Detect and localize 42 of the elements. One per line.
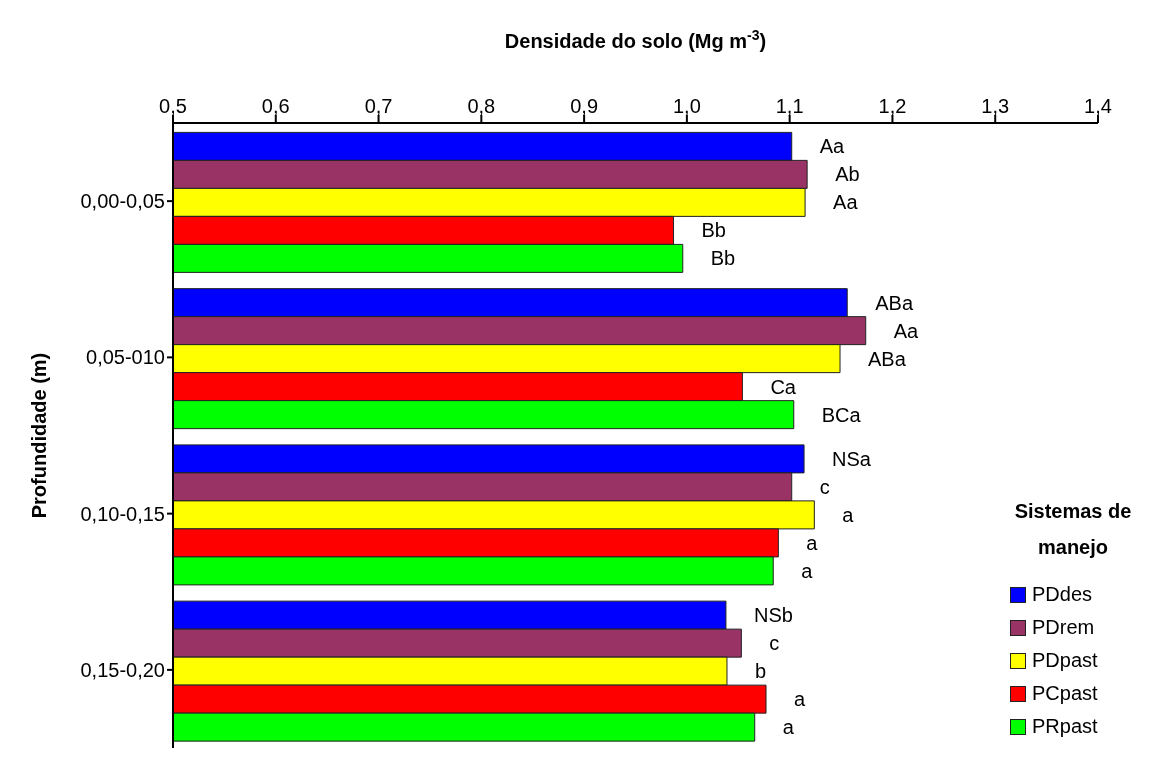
legend-label: PDpast xyxy=(1032,649,1098,672)
x-tick-label: 0,8 xyxy=(467,95,496,117)
data-label: c xyxy=(769,632,780,655)
data-label: NSb xyxy=(753,604,793,627)
data-label: Bb xyxy=(710,247,736,270)
legend-label: PDdes xyxy=(1032,583,1093,606)
legend-label: PRpast xyxy=(1032,715,1098,738)
data-label: ABa xyxy=(868,347,907,370)
x-tick-label: 1,3 xyxy=(981,95,1010,117)
x-tick-label: 0,9 xyxy=(570,95,599,117)
data-label: Ab xyxy=(835,163,860,186)
data-label: BCa xyxy=(821,403,862,426)
data-label: a xyxy=(806,531,819,554)
x-axis-title: Densidade do solo (Mg m$^{-3}$) xyxy=(504,27,767,52)
data-label: Aa xyxy=(893,319,920,342)
data-label: b xyxy=(754,660,767,683)
data-label: Ca xyxy=(770,375,797,398)
data-label: NSa xyxy=(832,447,872,470)
x-tick-label: 0,7 xyxy=(364,95,393,117)
y-tick-label: 0,15-0,20 xyxy=(80,658,165,681)
legend-label: PCpast xyxy=(1032,682,1098,705)
x-tick-label: 1,1 xyxy=(775,95,804,117)
data-label: Bb xyxy=(701,219,726,242)
legend-label: PDrem xyxy=(1032,616,1095,639)
data-label: a xyxy=(782,716,795,739)
data-label: Aa xyxy=(833,191,859,214)
data-label: c xyxy=(819,475,830,498)
y-tick-label: 0,00-0,05 xyxy=(80,190,165,213)
data-label: Aa xyxy=(819,135,846,158)
data-label: a xyxy=(801,559,814,582)
data-label: a xyxy=(842,503,855,526)
x-tick-label: 1,0 xyxy=(672,95,701,117)
y-tick-label: 0,05-010 xyxy=(86,346,165,369)
x-tick-label: 1,2 xyxy=(878,95,907,117)
y-tick-label: 0,10-0,15 xyxy=(80,502,165,525)
y-axis-title: Profundidade (m) xyxy=(28,352,50,519)
data-label: a xyxy=(794,688,807,711)
x-tick-label: 0,6 xyxy=(261,95,290,117)
x-tick-label: 0,5 xyxy=(159,95,187,117)
data-label: ABa xyxy=(875,291,914,314)
legend-title: Sistemas de manejo xyxy=(1013,499,1133,560)
x-tick-label: 1,4 xyxy=(1084,95,1112,117)
